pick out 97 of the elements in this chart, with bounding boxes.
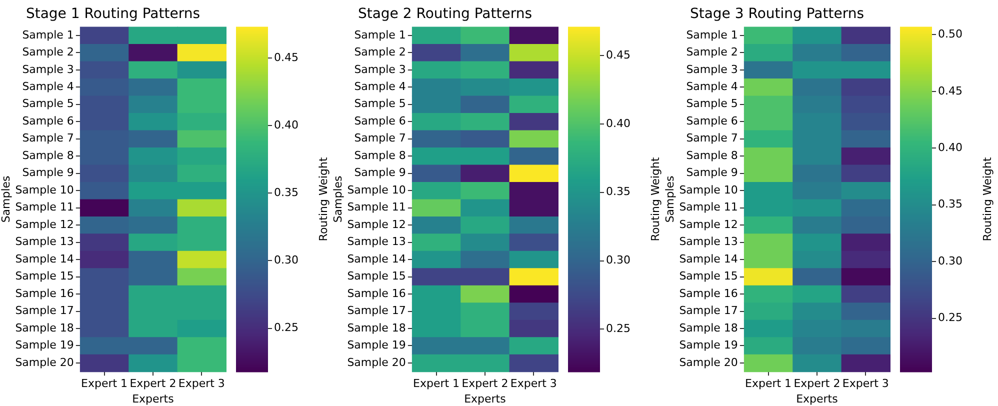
y-axis-title: Samples [0, 175, 12, 223]
color-bar-label: 0.45 [938, 84, 962, 98]
y-tick-label: Sample 10 [15, 183, 74, 196]
y-tick-label: Sample 10 [679, 183, 738, 196]
x-tick-label: Expert 1 [745, 377, 792, 390]
y-tick-label: Sample 13 [679, 235, 738, 248]
y-tick-label: Sample 9 [686, 166, 738, 180]
color-bar-label: 0.45 [274, 50, 298, 64]
y-tick-label: Sample 19 [347, 338, 406, 352]
color-bar-label: 0.40 [938, 141, 962, 154]
y-tick-label: Sample 12 [347, 218, 406, 231]
y-tick-label: Sample 1 [22, 28, 74, 42]
x-tick-label: Expert 3 [510, 377, 557, 390]
y-tick-label: Sample 17 [679, 304, 738, 318]
color-bar-label: 0.50 [938, 28, 962, 41]
y-axis-title: Samples [663, 175, 676, 223]
y-tick-label: Sample 20 [679, 356, 738, 369]
y-tick-label: Sample 9 [22, 166, 74, 180]
chart-title: Stage 2 Routing Patterns [358, 6, 532, 22]
y-tick-label: Sample 14 [679, 252, 738, 266]
y-tick-label: Sample 16 [15, 286, 74, 300]
color-bar-label: 0.40 [606, 116, 630, 130]
chart-title: Stage 3 Routing Patterns [690, 6, 864, 22]
y-tick-label: Sample 17 [15, 304, 74, 318]
y-tick-label: Sample 2 [686, 46, 738, 59]
color-bar-label: 0.35 [274, 186, 298, 199]
y-tick-label: Sample 11 [679, 200, 738, 214]
y-tick-label: Sample 20 [347, 356, 406, 369]
chart-title: Stage 1 Routing Patterns [26, 6, 200, 22]
y-tick-label: Sample 15 [347, 270, 406, 283]
y-tick-label: Sample 18 [347, 321, 406, 334]
x-tick-label: Expert 2 [462, 377, 508, 390]
y-tick-label: Sample 6 [354, 114, 406, 128]
y-tick-label: Sample 16 [679, 286, 738, 300]
y-tick-label: Sample 3 [686, 62, 738, 76]
y-tick-label: Sample 2 [354, 46, 406, 59]
x-tick-label: Expert 1 [413, 377, 460, 390]
y-tick-label: Sample 6 [22, 114, 74, 128]
y-tick-label: Sample 9 [354, 166, 406, 180]
y-tick-label: Sample 8 [686, 148, 738, 162]
y-tick-label: Sample 4 [354, 80, 406, 93]
y-tick-label: Sample 7 [22, 132, 74, 145]
x-tick-label: Expert 3 [842, 377, 889, 390]
y-tick-label: Sample 11 [15, 200, 74, 214]
color-bar-label: 0.30 [938, 254, 962, 268]
x-tick-label: Expert 2 [794, 377, 840, 390]
y-tick-label: Sample 4 [686, 80, 738, 93]
y-tick-label: Sample 1 [354, 28, 406, 42]
y-tick-label: Sample 6 [686, 114, 738, 128]
y-tick-label: Sample 8 [22, 148, 74, 162]
y-tick-label: Sample 20 [15, 356, 74, 369]
y-tick-label: Sample 14 [347, 252, 406, 266]
x-axis-title: Experts [796, 392, 838, 406]
color-bar-label: 0.35 [606, 185, 630, 198]
color-bar-label: 0.45 [606, 48, 630, 62]
y-tick-label: Sample 12 [679, 218, 738, 231]
y-tick-label: Sample 7 [686, 132, 738, 145]
y-tick-label: Sample 13 [15, 235, 74, 248]
y-axis-title: Samples [331, 175, 344, 223]
y-tick-label: Sample 19 [679, 338, 738, 352]
color-bar-title: Routing Weight [648, 156, 662, 242]
color-bar-label: 0.30 [606, 254, 630, 267]
x-tick-label: Expert 1 [81, 377, 128, 390]
y-tick-label: Sample 18 [679, 321, 738, 334]
color-bar-label: 0.25 [606, 322, 630, 336]
y-tick-label: Sample 12 [15, 218, 74, 231]
y-tick-label: Sample 7 [354, 132, 406, 145]
color-bar-label: 0.25 [938, 311, 962, 324]
color-bar-label: 0.40 [274, 118, 298, 132]
y-tick-label: Sample 16 [347, 286, 406, 300]
y-tick-label: Sample 15 [679, 270, 738, 283]
y-tick-label: Sample 14 [15, 252, 74, 266]
y-tick-label: Sample 8 [354, 148, 406, 162]
y-tick-label: Sample 3 [354, 62, 406, 76]
y-tick-label: Sample 3 [22, 62, 74, 76]
y-tick-label: Sample 5 [22, 97, 74, 110]
y-tick-label: Sample 11 [347, 200, 406, 214]
x-tick-label: Expert 3 [178, 377, 225, 390]
y-tick-label: Sample 15 [15, 270, 74, 283]
x-tick-label: Expert 2 [130, 377, 176, 390]
color-bar-label: 0.30 [274, 254, 298, 267]
y-tick-label: Sample 4 [22, 80, 74, 93]
y-tick-label: Sample 5 [354, 97, 406, 110]
x-axis-title: Experts [464, 392, 506, 406]
y-tick-label: Sample 5 [686, 97, 738, 110]
y-tick-label: Sample 19 [15, 338, 74, 352]
y-tick-label: Sample 17 [347, 304, 406, 318]
color-bar-label: 0.35 [938, 198, 962, 211]
y-tick-label: Sample 10 [347, 183, 406, 196]
color-bar-label: 0.25 [274, 321, 298, 334]
x-axis-title: Experts [132, 392, 174, 406]
y-tick-label: Sample 13 [347, 235, 406, 248]
y-tick-label: Sample 18 [15, 321, 74, 334]
y-tick-label: Sample 2 [22, 46, 74, 59]
y-tick-label: Sample 1 [686, 28, 738, 42]
color-bar-title: Routing Weight [316, 156, 330, 242]
color-bar-title: Routing Weight [980, 156, 994, 242]
